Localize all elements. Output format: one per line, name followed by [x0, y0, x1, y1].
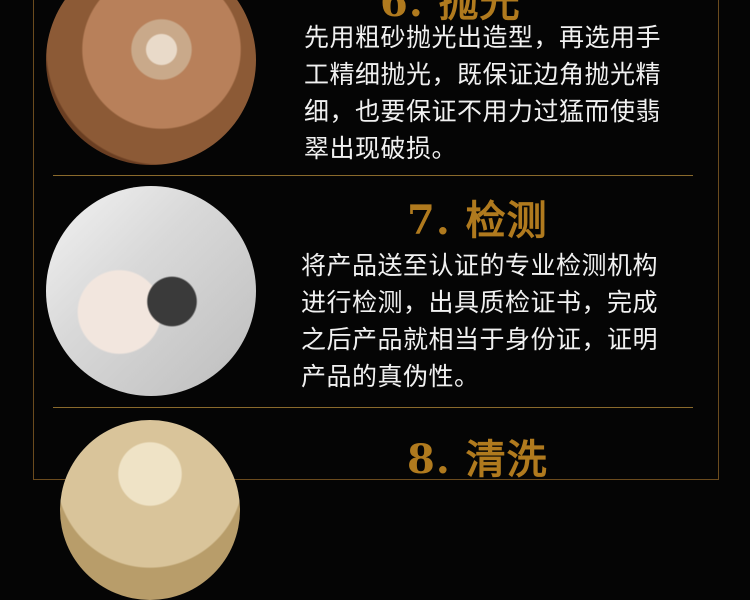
- step-7-description: 将产品送至认证的专业检测机构 进行检测，出具质检证书，完成 之后产品就相当于身份…: [301, 251, 659, 391]
- section-divider: [53, 175, 693, 176]
- step-7-title: 7. 检测: [407, 197, 548, 244]
- cleaning-photo: [60, 420, 240, 600]
- polishing-photo: [46, 0, 256, 165]
- step-6-description: 先用粗砂抛光出造型，再选用手 工精细抛光，既保证边角抛光精 细，也要保证不用力过…: [304, 23, 662, 163]
- step-8-title: 8. 清洗: [407, 436, 548, 483]
- section-divider: [53, 407, 693, 408]
- inspection-photo: [46, 186, 256, 396]
- step-6-title: 6. 抛光: [380, 0, 521, 26]
